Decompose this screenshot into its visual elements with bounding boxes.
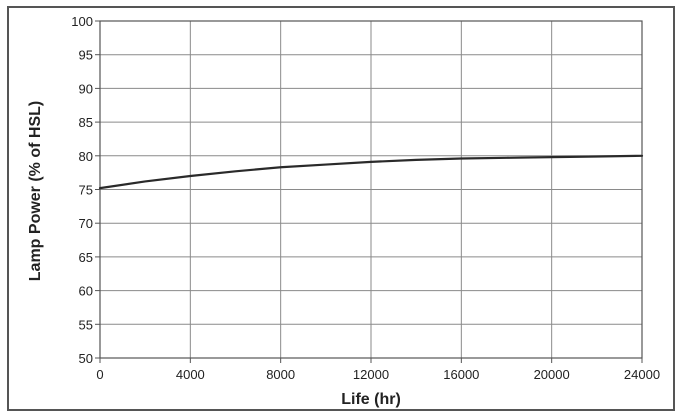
x-tick-label: 24000: [624, 367, 660, 382]
y-axis-title: Lamp Power (% of HSL): [27, 101, 44, 281]
y-tick-label: 95: [79, 48, 93, 63]
chart-frame: [7, 6, 675, 411]
y-tick-labels: 50 55 60 65 70 75 80 85 90 95 100: [71, 14, 93, 366]
x-tick-label: 12000: [353, 367, 389, 382]
y-tick-label: 90: [79, 81, 93, 96]
y-tick-label: 85: [79, 115, 93, 130]
y-tick-label: 100: [71, 14, 93, 29]
x-axis-title: Life (hr): [341, 391, 401, 408]
y-tick-label: 50: [79, 351, 93, 366]
x-tick-label: 0: [96, 367, 103, 382]
x-tick-label: 16000: [443, 367, 479, 382]
x-tick-label: 8000: [266, 367, 295, 382]
series-layer: [98, 154, 644, 190]
x-tick-label: 20000: [534, 367, 570, 382]
y-tick-label: 60: [79, 284, 93, 299]
y-tick-label: 55: [79, 317, 93, 332]
y-tick-label: 70: [79, 216, 93, 231]
axes: [95, 20, 643, 363]
plot-border: [99, 20, 643, 359]
lamp-power-line: [98, 154, 644, 190]
y-tick-label: 80: [79, 149, 93, 164]
x-tick-labels: 0 4000 8000 12000 16000 20000 24000: [96, 367, 660, 382]
y-tick-label: 75: [79, 183, 93, 198]
x-tick-label: 4000: [176, 367, 205, 382]
y-tick-label: 65: [79, 250, 93, 265]
grid: [99, 20, 643, 359]
